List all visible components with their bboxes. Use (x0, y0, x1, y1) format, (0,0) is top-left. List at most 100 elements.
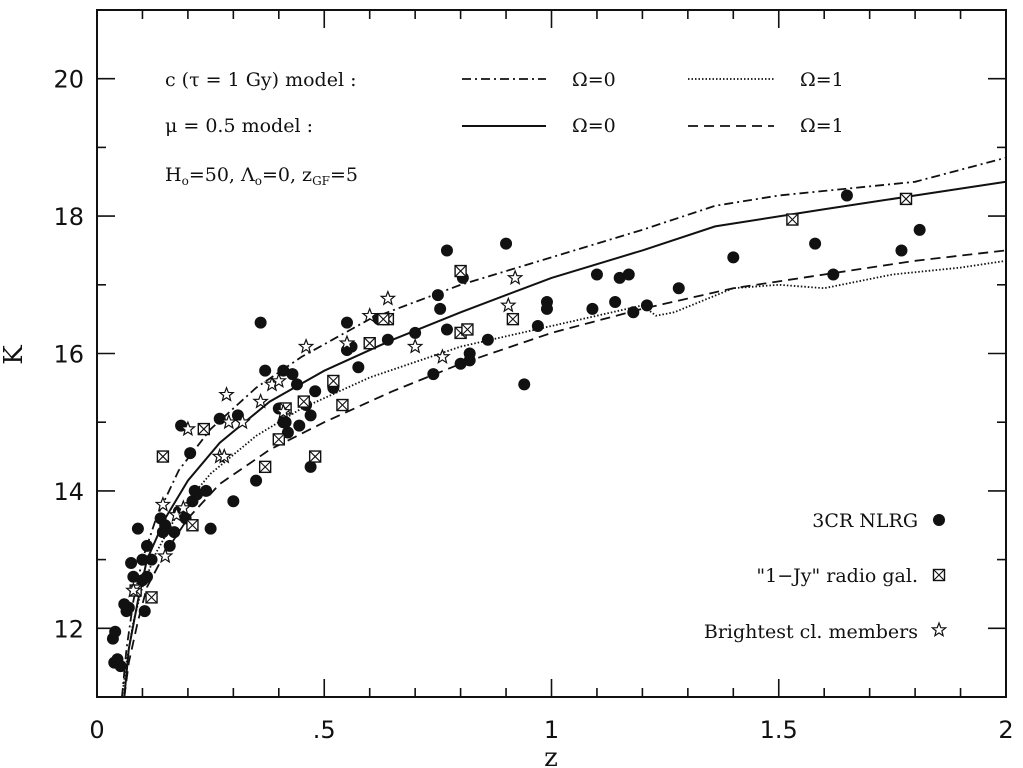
point-3cr-nlrg (609, 295, 622, 308)
annotation-mu-omega0: Ω=0 (572, 115, 616, 137)
point-3cr-nlrg (481, 333, 494, 346)
point-3cr-nlrg (434, 302, 447, 315)
legend-marker-crossed-square (932, 568, 946, 582)
x-axis-label: z (544, 743, 558, 768)
point-1jy-radio-gal (272, 433, 285, 446)
point-3cr-nlrg (131, 522, 144, 535)
point-3cr-nlrg (140, 539, 153, 552)
point-3cr-nlrg (286, 368, 299, 381)
model-line-0 (121, 156, 1007, 698)
point-3cr-nlrg (190, 488, 203, 501)
point-brightest-cluster-member (215, 447, 233, 464)
point-brightest-cluster-member (379, 289, 397, 306)
model-line-3 (123, 249, 1007, 698)
y-axis-label: K (0, 345, 29, 365)
point-1jy-radio-gal (258, 460, 272, 474)
point-brightest-cluster-member (234, 413, 251, 430)
point-3cr-nlrg (454, 357, 467, 370)
point-1jy-radio-gal (327, 374, 340, 388)
point-3cr-nlrg (895, 244, 908, 257)
point-1jy-radio-gal (461, 323, 474, 336)
annotation-mu-model: μ = 0.5 model : (165, 115, 313, 137)
point-3cr-nlrg (254, 316, 267, 329)
point-brightest-cluster-member (499, 296, 517, 313)
annotation-cosmology: Ho=50, Λo=0, zGF=5 (165, 164, 358, 188)
point-3cr-nlrg (340, 316, 353, 329)
point-3cr-nlrg (277, 364, 290, 377)
point-brightest-cluster-member (252, 392, 269, 409)
point-1jy-radio-gal (145, 591, 158, 604)
point-1jy-radio-gal (336, 398, 349, 412)
point-1jy-radio-gal (308, 450, 322, 463)
point-3cr-nlrg (440, 244, 453, 257)
point-brightest-cluster-member (361, 307, 379, 323)
annotation-mu-omega1: Ω=1 (800, 115, 844, 137)
point-3cr-nlrg (250, 474, 263, 487)
point-brightest-cluster-member (175, 499, 192, 516)
point-1jy-radio-gal (377, 312, 390, 326)
point-1jy-radio-gal (297, 395, 310, 408)
point-3cr-nlrg (518, 378, 531, 391)
point-3cr-nlrg (136, 553, 149, 566)
legend-marker-filled-circle (933, 514, 945, 526)
point-3cr-nlrg (586, 302, 599, 315)
point-3cr-nlrg (163, 539, 176, 552)
point-brightest-cluster-member (218, 386, 235, 402)
point-3cr-nlrg (290, 378, 303, 391)
point-3cr-nlrg (640, 299, 653, 312)
point-3cr-nlrg (184, 447, 197, 460)
point-3cr-nlrg (309, 385, 322, 398)
point-3cr-nlrg (431, 289, 444, 302)
point-1jy-radio-gal (197, 422, 211, 436)
point-3cr-nlrg (672, 282, 685, 295)
point-3cr-nlrg (279, 416, 292, 429)
x-tick-label: 1 (544, 716, 559, 744)
point-3cr-nlrg (590, 268, 603, 281)
point-brightest-cluster-member (220, 413, 238, 430)
annotation-c-model: c (τ = 1 Gy) model : (165, 69, 356, 91)
point-3cr-nlrg (352, 361, 365, 374)
point-3cr-nlrg (145, 553, 158, 566)
y-tick-label: 14 (53, 478, 84, 506)
point-3cr-nlrg (540, 302, 553, 315)
point-3cr-nlrg (200, 484, 213, 497)
point-3cr-nlrg (138, 605, 151, 618)
point-3cr-nlrg (159, 519, 172, 532)
point-3cr-nlrg (727, 251, 740, 264)
x-tick-label: .5 (313, 716, 336, 744)
point-brightest-cluster-member (297, 337, 315, 354)
point-3cr-nlrg (463, 354, 476, 367)
point-3cr-nlrg (140, 570, 153, 583)
annotation-c-omega1: Ω=1 (800, 69, 844, 91)
point-3cr-nlrg (127, 570, 140, 583)
point-brightest-cluster-member (338, 334, 356, 351)
point-3cr-nlrg (840, 189, 853, 202)
point-1jy-radio-gal (506, 312, 520, 326)
point-1jy-radio-gal (156, 450, 170, 463)
point-3cr-nlrg (531, 320, 544, 333)
point-3cr-nlrg (500, 237, 513, 250)
axis-tick-labels: 0 .5 1 1.5 2 12 14 16 18 20 (53, 66, 1013, 744)
annotation-c-omega0: Ω=0 (572, 69, 616, 91)
point-3cr-nlrg (259, 364, 272, 377)
legend-marker-star (930, 621, 948, 638)
point-brightest-cluster-member (156, 547, 174, 564)
point-3cr-nlrg (304, 409, 317, 422)
model-line-2 (123, 180, 1007, 698)
point-3cr-nlrg (627, 306, 640, 319)
point-3cr-nlrg (122, 601, 135, 614)
point-3cr-nlrg (204, 522, 217, 535)
x-tick-label: 0 (89, 716, 104, 744)
axis-ticks (96, 9, 1007, 698)
point-brightest-cluster-member (125, 581, 142, 598)
point-3cr-nlrg (409, 326, 422, 339)
point-3cr-nlrg (440, 323, 453, 336)
data-points (106, 189, 926, 673)
point-brightest-cluster-member (434, 348, 451, 364)
point-3cr-nlrg (427, 368, 440, 381)
y-tick-label: 18 (53, 203, 84, 231)
point-1jy-radio-gal (786, 213, 799, 226)
x-tick-label: 1.5 (760, 716, 798, 744)
point-1jy-radio-gal (186, 519, 199, 532)
